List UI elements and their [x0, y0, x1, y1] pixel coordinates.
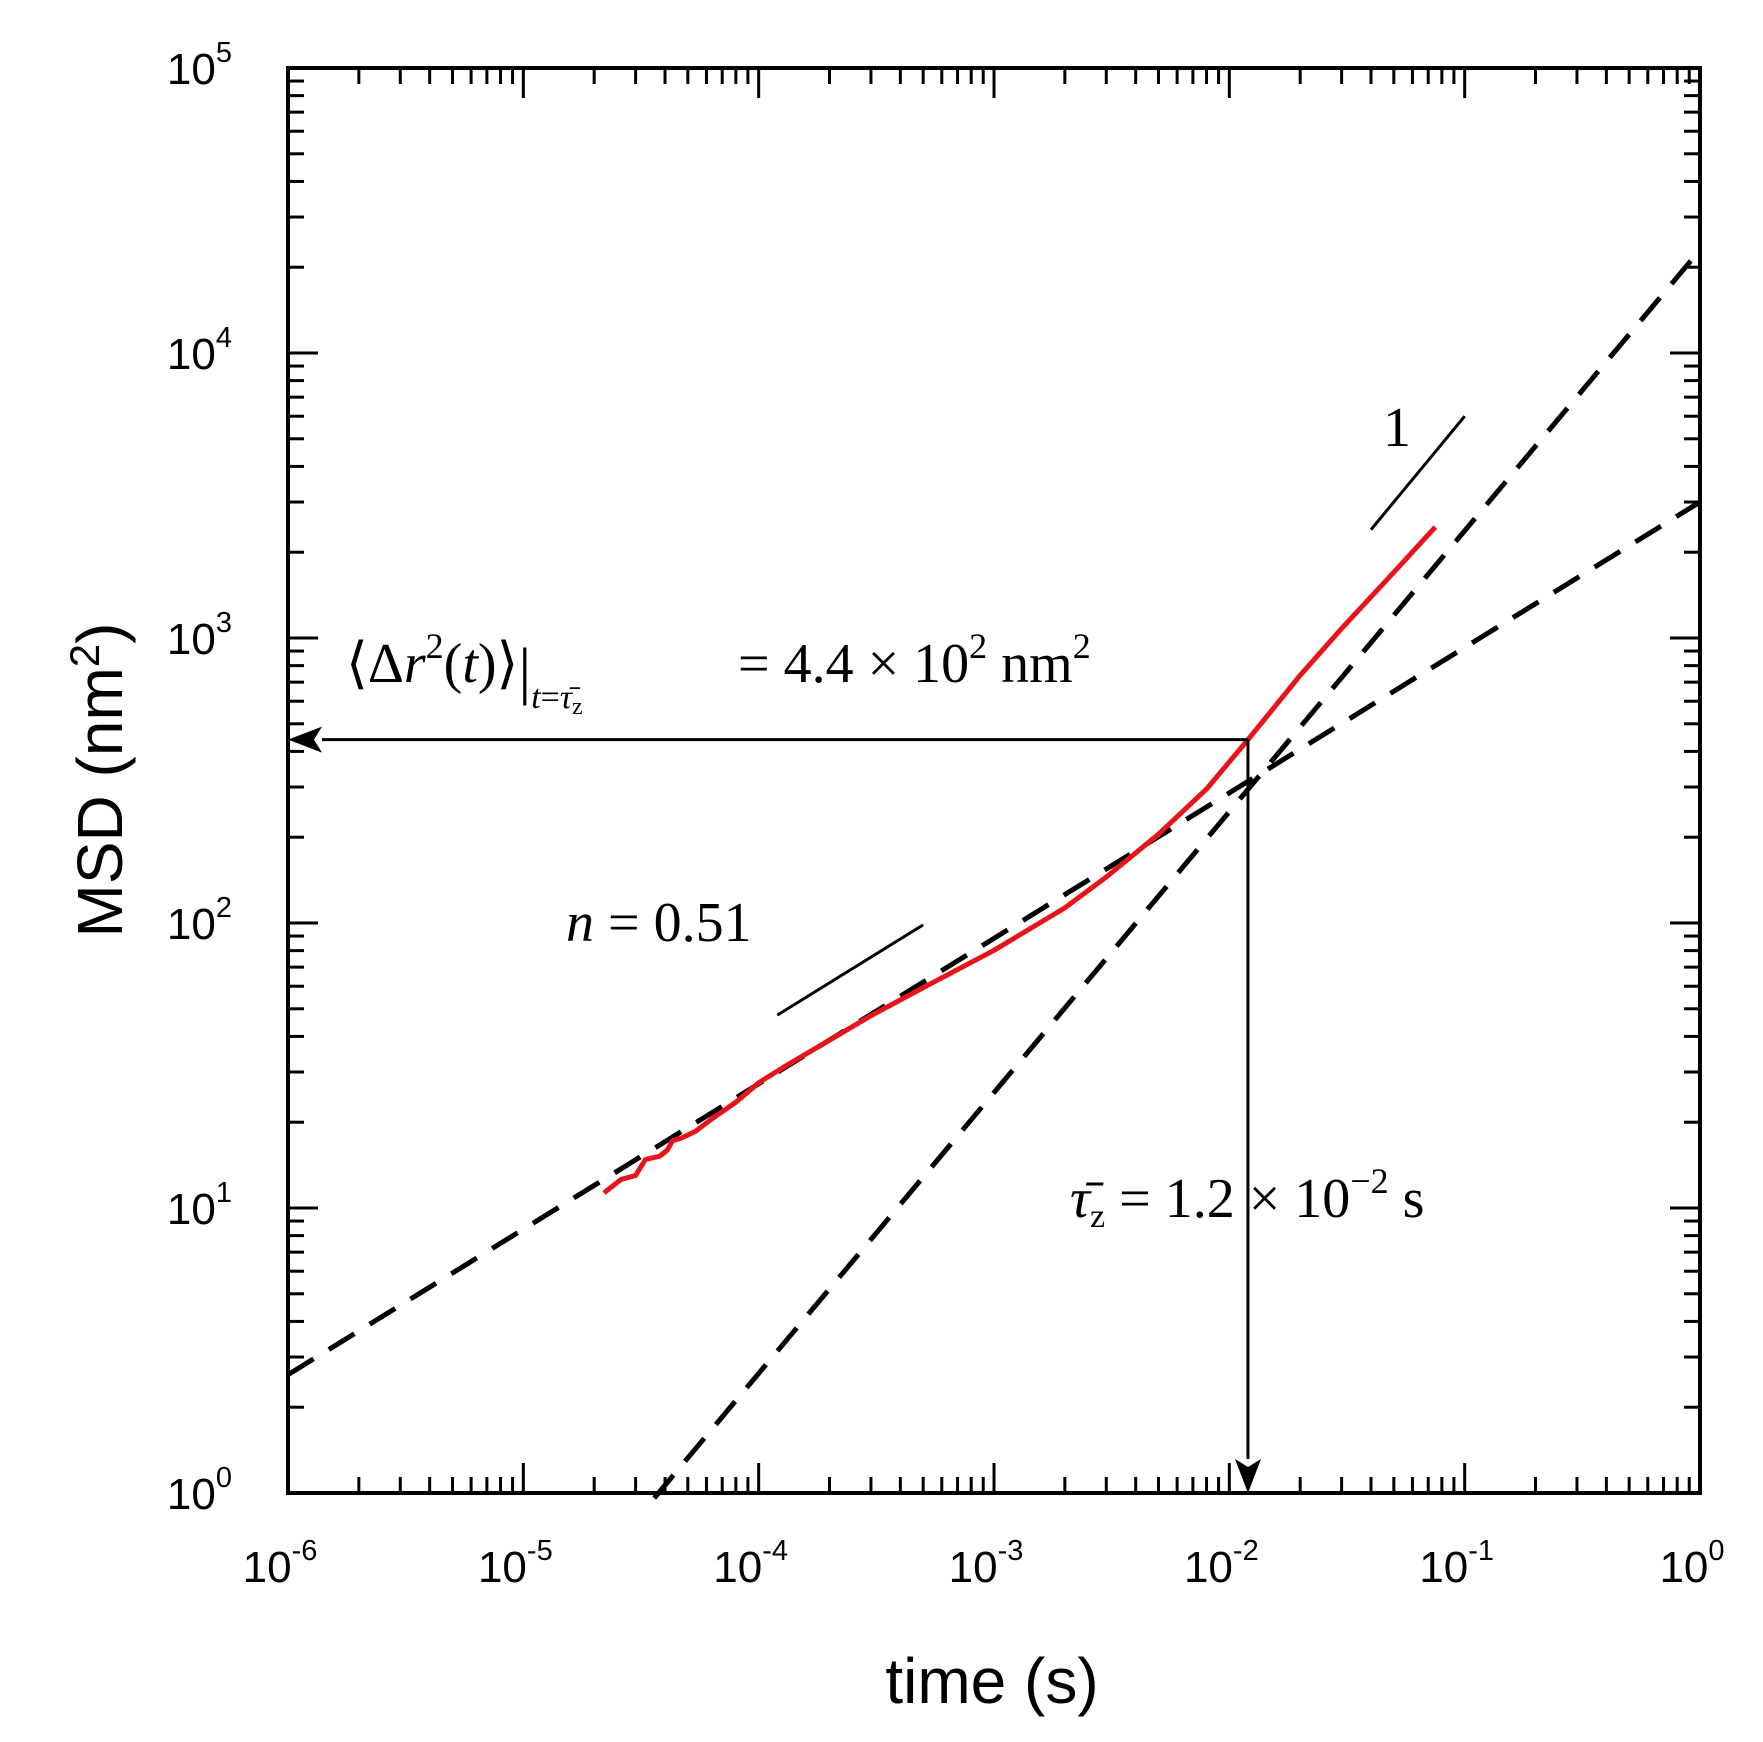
series-layer [286, 248, 1702, 1500]
y-tick-label: 102 [167, 892, 232, 949]
slope-guide-line [776, 923, 924, 1017]
x-tick-label: 100 [1659, 1535, 1724, 1592]
arrow-head [288, 726, 322, 753]
arrow-layer [288, 726, 1261, 1493]
msd-at-tau-label: ⟨Δr2(t)⟩|t=τ̄z [346, 626, 583, 720]
x-tick-label: 10-6 [243, 1535, 318, 1592]
x-axis-title: time (s) [885, 1645, 1098, 1717]
slope-n-label: n = 0.51 [566, 892, 752, 954]
y-tick-label: 103 [167, 607, 232, 664]
y-tick-labels: 100 101 102 103 104 105 [167, 37, 232, 1519]
y-tick-label: 105 [167, 37, 232, 94]
guide-layer [776, 415, 1466, 1017]
slope-guide-line [1369, 415, 1466, 531]
msd-at-tau-value: = 4.4 × 102 nm2 [738, 626, 1091, 695]
slope-one-label: 1 [1383, 397, 1411, 459]
axis-ticks [286, 68, 1700, 1495]
x-tick-label: 10-5 [478, 1535, 553, 1592]
x-tick-label: 10-1 [1419, 1535, 1494, 1592]
x-tick-label: 10-3 [949, 1535, 1024, 1592]
series-line [286, 499, 1702, 1377]
x-tick-label: 10-4 [713, 1535, 788, 1592]
y-axis-title: MSD (nm2) [61, 623, 137, 938]
y-tick-label: 101 [167, 1177, 232, 1234]
arrow-head [1235, 1459, 1261, 1493]
x-tick-labels: 10-6 10-5 10-4 10-3 10-2 10-1 100 [243, 1535, 1725, 1592]
series-line [652, 248, 1702, 1500]
plot-frame [286, 66, 1702, 1495]
y-tick-label: 100 [167, 1462, 232, 1519]
x-tick-label: 10-2 [1184, 1535, 1259, 1592]
y-tick-label: 104 [167, 322, 232, 379]
series-line [602, 525, 1438, 1195]
